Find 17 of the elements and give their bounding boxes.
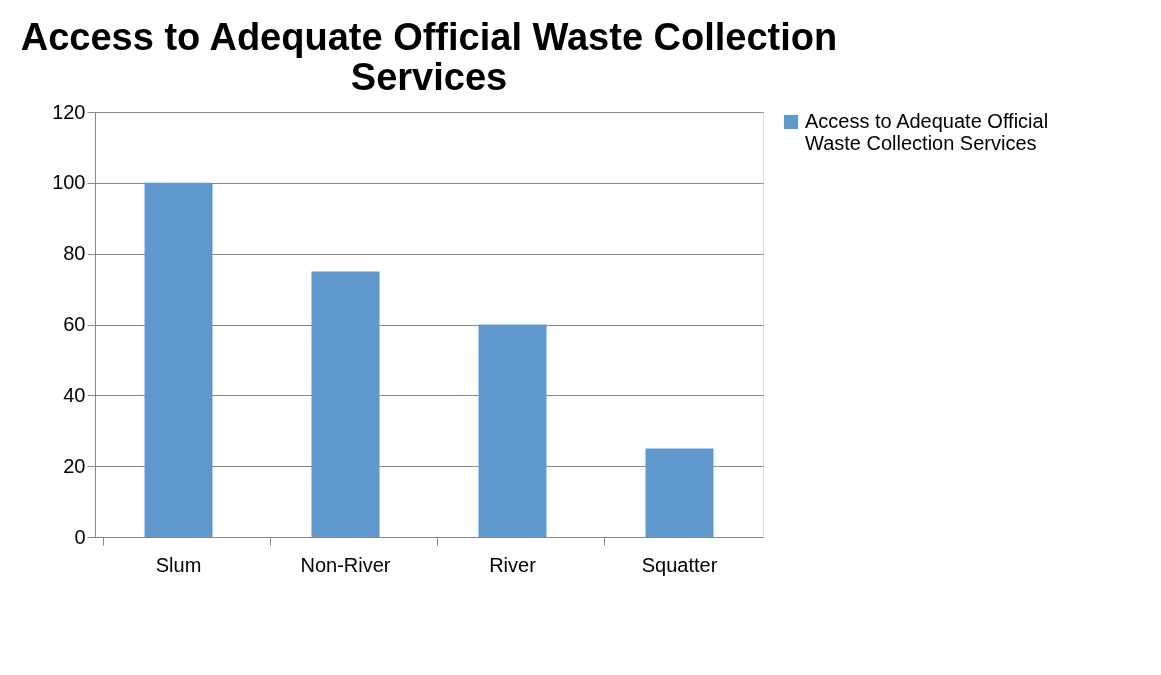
x-tick-label: Squatter <box>641 553 718 576</box>
x-tick-label: Non-River <box>300 553 391 576</box>
y-tick-label: 20 <box>63 454 86 477</box>
x-tick-label: Slum <box>155 553 202 576</box>
y-tick-label: 0 <box>74 525 86 548</box>
y-tick-label: 60 <box>63 313 86 335</box>
chart-title: Access to Adequate Official Waste Collection Services <box>20 16 838 98</box>
bar <box>478 324 547 537</box>
bar <box>645 448 714 537</box>
y-tick-label: 120 <box>52 100 86 123</box>
bar <box>311 271 380 537</box>
y-tick-label: 100 <box>52 171 86 194</box>
y-tick-label: 80 <box>63 242 86 265</box>
x-tick-label: River <box>489 553 537 576</box>
bar <box>144 182 213 537</box>
y-tick-label: 40 <box>63 383 86 406</box>
legend-label: Access to Adequate Official Waste Collection Services <box>805 110 1049 154</box>
